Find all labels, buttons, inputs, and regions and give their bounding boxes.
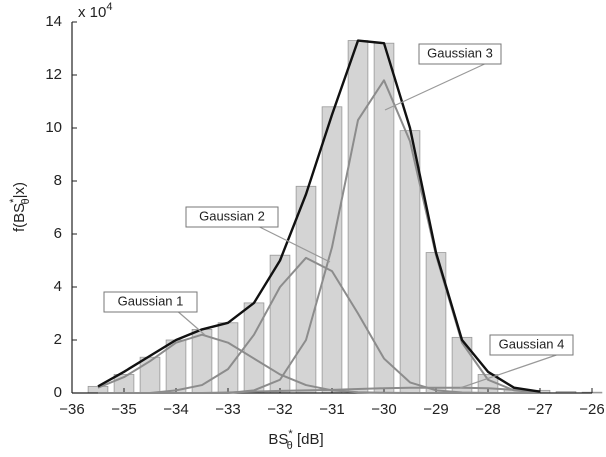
y-label-sub: θ	[20, 198, 32, 204]
annotation-box	[489, 334, 574, 356]
component-line	[97, 333, 540, 394]
bar	[347, 40, 369, 394]
component-line	[98, 256, 540, 394]
annotation-label: Gaussian 2	[199, 208, 265, 223]
multiplier-exponent: 4	[106, 1, 112, 13]
bar	[191, 328, 213, 394]
y-tick-label: 6	[54, 225, 62, 242]
x-tick-label: −36	[59, 401, 84, 418]
multiplier-base: x 10	[78, 4, 106, 21]
y-tick-label: 12	[45, 66, 62, 83]
component-line	[98, 386, 541, 394]
y-tick-label: 10	[45, 119, 62, 136]
x-tick-label: −28	[475, 401, 500, 418]
annotation-leader	[178, 311, 206, 336]
y-tick-label: 8	[54, 172, 62, 189]
x-tick-label: −31	[319, 401, 344, 418]
x-tick-label: −33	[215, 401, 240, 418]
annotation-box	[103, 291, 198, 313]
x-tick-label: −29	[423, 401, 448, 418]
y-label-pre: f(BS	[11, 203, 28, 232]
annotation-label: Gaussian 4	[499, 336, 565, 351]
y-tick-label: 0	[54, 384, 62, 401]
x-tick-label: −34	[163, 401, 188, 418]
annotation-label: Gaussian 3	[427, 45, 493, 60]
y-label-post: |x)	[11, 182, 28, 198]
bar	[295, 185, 317, 394]
x-label-base: BS	[268, 431, 288, 448]
x-axis-label: BS* θ [dB]	[268, 428, 323, 452]
y-tick-label: 4	[54, 278, 62, 295]
y-tick-label: 14	[45, 13, 62, 30]
x-tick-label: −26	[579, 401, 604, 418]
y-label-sup: *	[8, 198, 20, 203]
annotation-box	[185, 206, 279, 228]
mixture-line	[97, 39, 541, 393]
x-tick-label: −35	[111, 401, 136, 418]
annotation-leader	[459, 354, 557, 389]
annotation-leader	[384, 63, 485, 111]
y-multiplier: x 104	[78, 1, 112, 21]
annotation-label: Gaussian 1	[118, 293, 184, 308]
x-tick-label: −32	[267, 401, 292, 418]
y-tick-label: 2	[54, 331, 62, 348]
bar	[217, 322, 239, 394]
x-label-rest: [dB]	[293, 431, 324, 448]
x-tick-label: −27	[527, 401, 552, 418]
x-label-sub: θ	[287, 440, 293, 452]
y-axis-label: f(BS*θ|x)	[8, 182, 32, 232]
x-label-sup: *	[288, 428, 293, 440]
annotation-box	[418, 43, 502, 65]
annotation-leader	[259, 226, 331, 263]
bar	[243, 302, 265, 394]
bar	[139, 356, 161, 394]
bar	[269, 254, 291, 394]
x-tick-label: −30	[371, 401, 396, 418]
